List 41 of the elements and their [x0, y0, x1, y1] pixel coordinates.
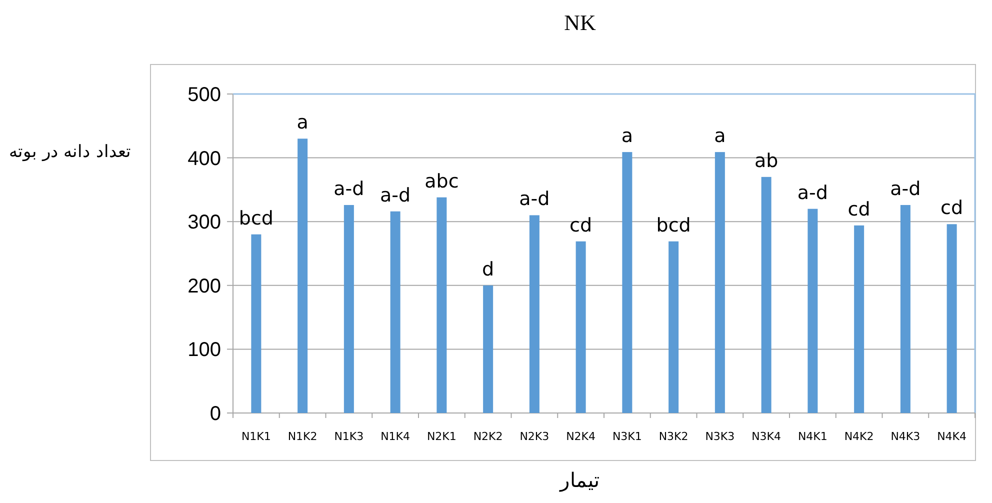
data-label: d [482, 258, 494, 280]
data-label: cd [940, 197, 964, 220]
data-label: a-d [519, 188, 550, 210]
data-label: a-d [334, 178, 364, 200]
x-tick-label: N2K1 [426, 430, 456, 443]
data-label: bcd [656, 214, 691, 236]
data-label: abc [424, 170, 459, 192]
data-label: cd [848, 198, 870, 220]
y-tick-label: 200 [188, 275, 221, 298]
data-label: a-d [890, 178, 921, 200]
x-axis-title: تیمار [558, 468, 601, 492]
data-label: a [714, 125, 726, 148]
y-tick-label: 0 [210, 403, 221, 425]
data-label: a-d [380, 184, 411, 206]
y-axis-title: تعداد دانه در بوته [8, 141, 132, 164]
x-tick-label: N2K2 [473, 430, 503, 443]
x-tick-label: N3K3 [705, 430, 735, 443]
data-label: a-d [797, 182, 828, 204]
x-tick-label: N1K2 [288, 430, 318, 443]
x-tick-label: N4K3 [890, 430, 920, 443]
y-tick-label: 100 [188, 339, 221, 362]
x-tick-label: N4K4 [937, 430, 967, 443]
data-label: ab [754, 150, 778, 172]
chart-title: NK [564, 10, 596, 35]
x-tick-label: N3K1 [612, 430, 642, 443]
x-tick-label: N2K3 [520, 430, 550, 443]
x-tick-label: N1K3 [334, 430, 364, 443]
data-label: bcd [238, 207, 274, 230]
x-tick-label: N3K4 [752, 430, 782, 443]
x-tick-label: N1K1 [241, 430, 271, 443]
y-tick-label: 400 [188, 148, 221, 170]
x-tick-label: N1K4 [380, 430, 410, 443]
x-tick-label: N3K2 [658, 430, 688, 443]
data-label: a [296, 112, 308, 134]
data-label: a [621, 125, 634, 148]
x-tick-label: N4K2 [844, 430, 874, 443]
x-tick-label: N4K1 [798, 430, 828, 443]
x-tick-label: N2K4 [566, 430, 596, 443]
y-tick-label: 300 [188, 212, 221, 234]
data-label: cd [570, 214, 592, 236]
y-tick-label: 500 [188, 84, 221, 106]
